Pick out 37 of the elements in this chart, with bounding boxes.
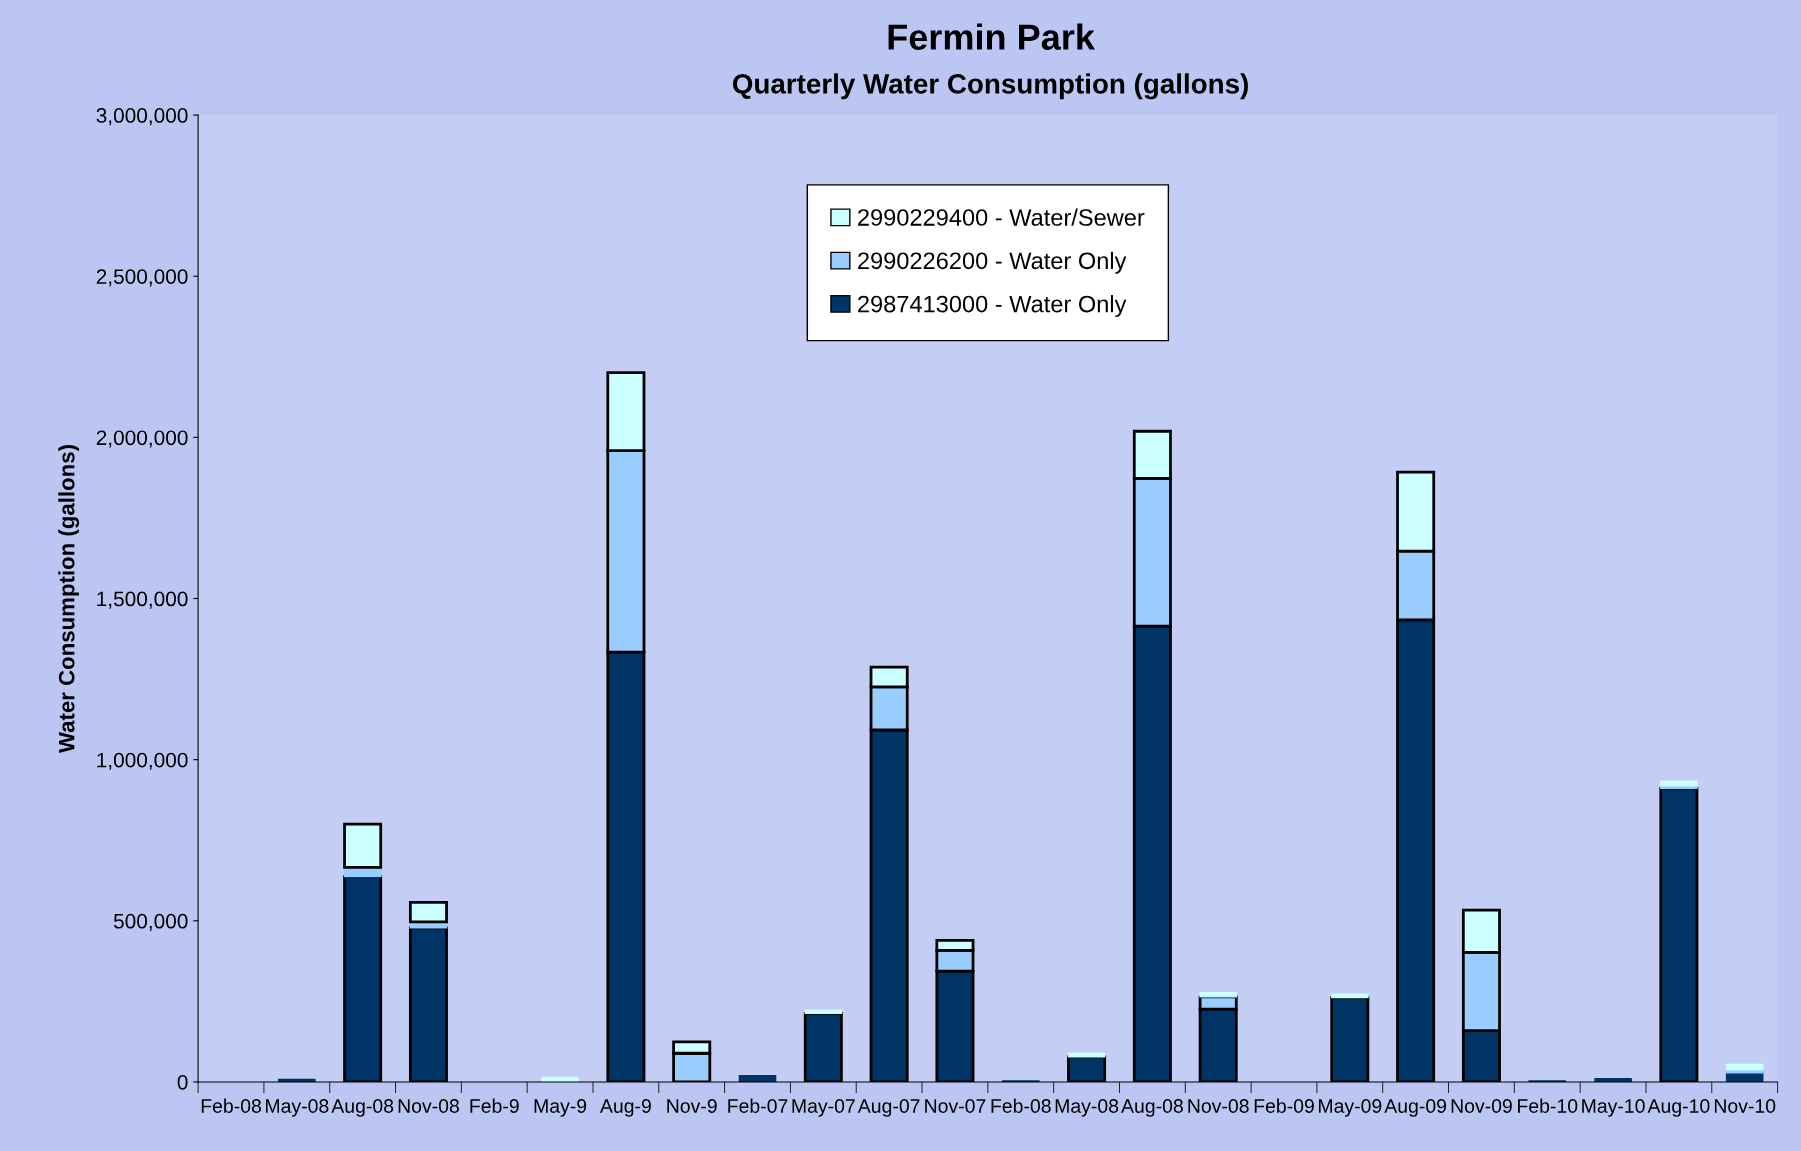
y-tick-label: 3,000,000 xyxy=(96,108,188,126)
x-tick-label: Feb-10 xyxy=(1518,1098,1578,1113)
x-tick-label: May-09 xyxy=(1318,1099,1382,1117)
x-tick-label: Nov-09 xyxy=(1451,1099,1512,1113)
x-tick-label: Aug-08 xyxy=(1121,1099,1183,1117)
x-tick-label: Aug-09 xyxy=(1384,1099,1447,1117)
y-tick-label: 2,000,000 xyxy=(96,430,188,448)
x-tick-label: Nov-08 xyxy=(1188,1099,1249,1113)
x-tick-label: May-07 xyxy=(792,1099,855,1117)
x-tick-label: Feb-08 xyxy=(991,1098,1051,1113)
x-tick-label: May-08 xyxy=(266,1099,329,1117)
x-tick-label: May-9 xyxy=(534,1099,587,1117)
y-tick-label: 1,500,000 xyxy=(97,591,188,609)
legend-label: 2987413000 - Water Only xyxy=(858,295,1127,318)
x-tick-label: May-08 xyxy=(1055,1099,1119,1117)
x-tick-label: Nov-07 xyxy=(925,1099,986,1113)
y-tick-label: 0 xyxy=(177,1074,188,1090)
chart-title: Fermin Park xyxy=(888,23,1095,50)
x-tick-label: Nov-10 xyxy=(1714,1099,1776,1113)
legend-label: 2990226200 - Water Only xyxy=(858,251,1127,274)
y-tick-label: 1,000,000 xyxy=(97,752,188,770)
x-tick-label: Feb-09 xyxy=(1254,1098,1314,1113)
x-tick-label: Feb-9 xyxy=(470,1098,519,1113)
x-tick-label: Aug-08 xyxy=(331,1099,394,1117)
x-tick-label: May-10 xyxy=(1582,1099,1645,1117)
legend-label: 2990229400 - Water/Sewer xyxy=(858,208,1145,226)
x-tick-label: Feb-08 xyxy=(201,1098,261,1113)
x-tick-label: Feb-07 xyxy=(728,1098,788,1113)
x-tick-label: Aug-07 xyxy=(857,1099,920,1117)
x-tick-label: Nov-9 xyxy=(667,1099,717,1113)
y-axis-title: Water Consumption (gallons) xyxy=(58,445,80,753)
x-tick-label: Aug-10 xyxy=(1647,1099,1710,1117)
y-tick-label: 500,000 xyxy=(113,913,188,932)
x-tick-label: Nov-08 xyxy=(398,1099,459,1113)
y-tick-label: 2,500,000 xyxy=(96,269,188,287)
x-tick-label: Aug-9 xyxy=(599,1099,651,1117)
chart-subtitle: Quarterly Water Consumption (gallons) xyxy=(732,73,1248,100)
